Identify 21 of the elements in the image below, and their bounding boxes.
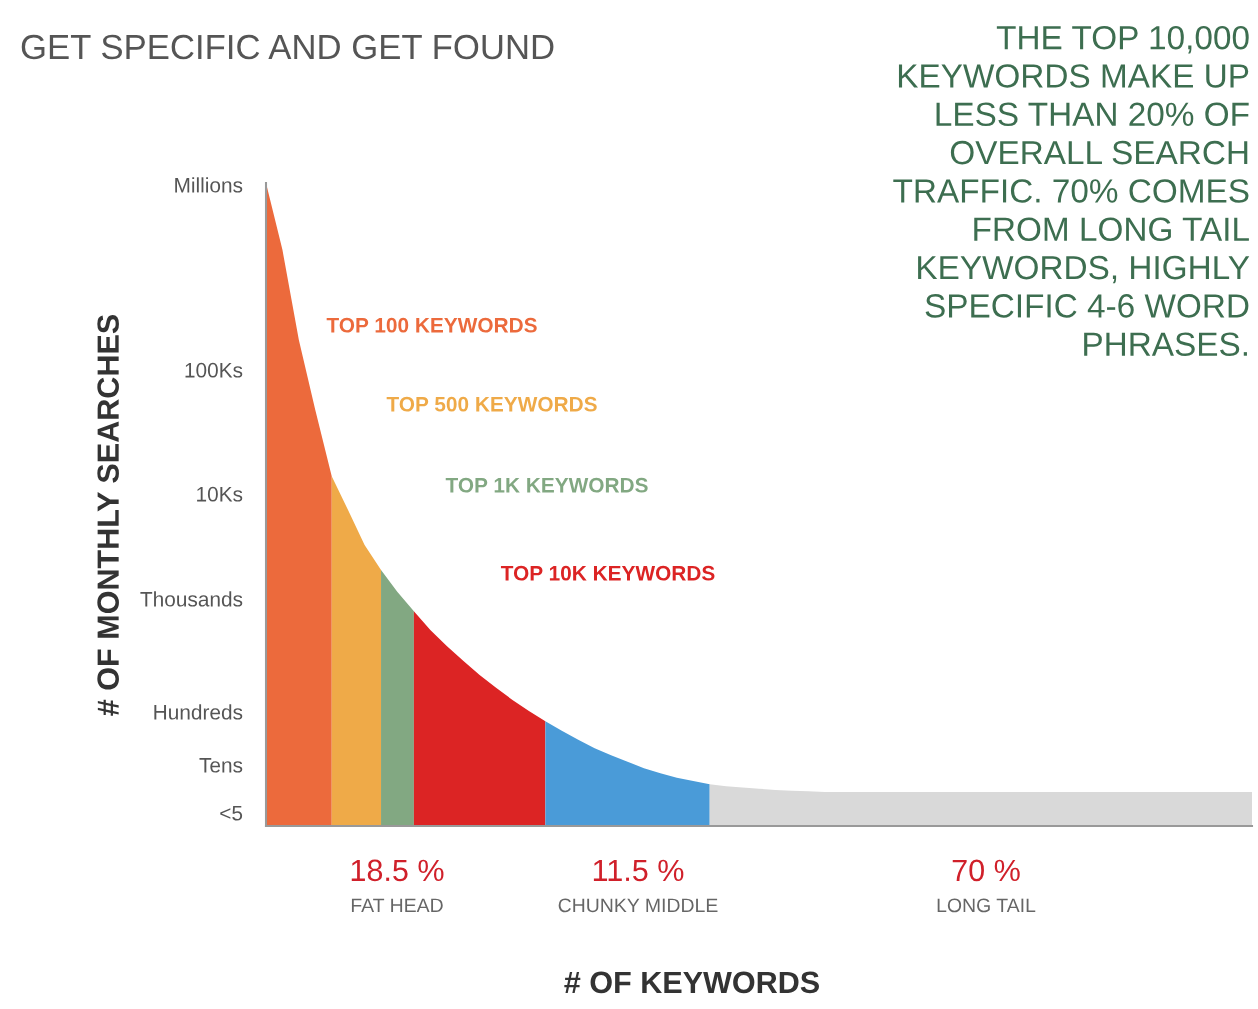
text: TOP 500 KEYWORDS — [386, 396, 597, 412]
text: LONG TAIL — [937, 898, 1036, 913]
text: 11.5 % — [593, 859, 684, 882]
text: 10Ks — [197, 486, 243, 502]
text: CHUNKY MIDDLE — [558, 898, 718, 913]
x-axis-title: # OF KEYWORDS — [564, 971, 819, 994]
y-axis-title: # OF MONTHLY SEARCHES — [97, 314, 119, 716]
text: TOP 1K KEYWORDS — [445, 477, 648, 493]
text: Thousands — [140, 591, 243, 607]
chart-title: GET SPECIFIC AND GET FOUND — [21, 34, 554, 60]
series-label: TOP 100 KEYWORDS — [326, 317, 537, 333]
text: THE TOP 10,000 KEYWORDS MAKE UP LESS THAN 20% OF OVERALL SEARCH TRAFFIC. 70% COMES FROM LONG TAIL KEYWORDS, HIGHLY SPECIFIC 4-6 WORD PHRASES. — [893, 25, 1250, 357]
text: 70 % — [952, 859, 1020, 882]
text: Hundreds — [154, 704, 243, 720]
text: 100Ks — [185, 362, 243, 378]
text: <5 — [220, 806, 243, 821]
text: TOP 10K KEYWORDS — [500, 565, 715, 581]
text: Tens — [199, 758, 243, 773]
text: Millions — [175, 177, 243, 193]
text: 18.5 % — [351, 859, 444, 882]
text: FAT HEAD — [351, 898, 443, 913]
